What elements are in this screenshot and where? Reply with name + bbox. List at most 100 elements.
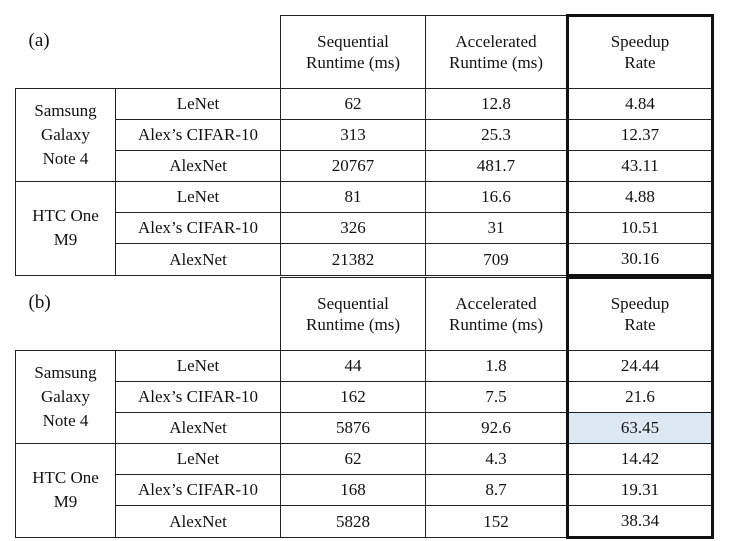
cell-text: 38.34 [620, 511, 660, 530]
speedup-rate-cell: 4.84 [566, 87, 714, 120]
header-sequential-runtime: Sequential Runtime (ms) [280, 277, 426, 351]
table-label: (a) [16, 16, 281, 89]
table-row: Alex’s CIFAR-10 313 25.3 12.37 [16, 118, 714, 151]
model-name-cell: Alex’s CIFAR-10 [115, 380, 281, 413]
cell-text: HTC One M9 [32, 206, 99, 249]
model-name-cell: LeNet [115, 349, 281, 382]
sequential-runtime-cell: 168 [280, 473, 426, 506]
speedup-rate-cell: 4.88 [566, 180, 714, 213]
sequential-runtime-cell: 162 [280, 380, 426, 413]
cell-text: 62 [344, 94, 362, 113]
cell-text: 5828 [336, 511, 370, 531]
header-row: (a) Sequential Runtime (ms) Accelerated Runt… [16, 14, 714, 89]
cell-text: 1.8 [485, 356, 507, 375]
cell-text: 24.44 [620, 356, 660, 375]
table-row: Samsung Galaxy Note 4 LeNet 44 1.8 24.44 [15, 349, 714, 444]
cell-text: 30.16 [620, 249, 660, 268]
sequential-runtime-cell: 5876 [280, 411, 426, 444]
cell-text: 14.42 [620, 449, 660, 468]
sequential-runtime-cell: 21382 [280, 242, 426, 276]
cell-text: 4.88 [625, 187, 655, 206]
cell-text: 4.3 [485, 449, 507, 468]
cell-text: LeNet [176, 94, 220, 113]
cell-text: 313 [340, 125, 366, 144]
cell-text: Sequential Runtime (ms) [306, 31, 400, 72]
accelerated-runtime-cell: 12.8 [425, 87, 568, 120]
accelerated-runtime-cell: 25.3 [425, 118, 568, 151]
cell-text: 62 [344, 449, 362, 468]
speedup-rate-cell: 43.11 [566, 149, 714, 182]
cell-text: 10.51 [620, 218, 660, 237]
table-row: AlexNet 21382 709 30.16 [16, 242, 714, 277]
cell-text: 8.7 [485, 480, 507, 499]
cell-text: Samsung Galaxy Note 4 [34, 100, 97, 168]
sequential-runtime-cell: 5828 [280, 504, 426, 538]
cell-text: 162 [340, 387, 366, 406]
sequential-runtime-cell: 81 [280, 180, 426, 213]
table-row: AlexNet 5828 152 38.34 [16, 504, 714, 539]
accelerated-runtime-cell: 4.3 [425, 442, 568, 475]
cell-text: 4.84 [625, 94, 655, 113]
speedup-rate-cell: 10.51 [566, 211, 714, 244]
cell-text: 44 [344, 356, 362, 375]
runtime-table-b: (b) Sequential Runtime (ms) Accelerated Runt… [15, 276, 714, 539]
cell-text: AlexNet [169, 418, 227, 437]
cell-text: Sequential Runtime (ms) [306, 293, 400, 334]
accelerated-runtime-cell: 152 [425, 504, 568, 538]
cell-text: 16.6 [481, 187, 511, 206]
table-label-text: (a) [28, 29, 50, 51]
sequential-runtime-cell: 44 [280, 349, 426, 382]
model-name-cell: Alex’s CIFAR-10 [115, 118, 281, 151]
cell-text: HTC One M9 [32, 468, 99, 511]
cell-text: 19.31 [620, 480, 660, 499]
sequential-runtime-cell: 62 [280, 87, 426, 120]
header-accelerated-runtime: Accelerated Runtime (ms) [425, 277, 568, 351]
table-row: Alex’s CIFAR-10 168 8.7 19.31 [16, 473, 714, 506]
speedup-rate-cell: 24.44 [566, 349, 714, 382]
sequential-runtime-cell: 313 [280, 118, 426, 151]
cell-text: 7.5 [485, 387, 507, 406]
cell-text: 21.6 [625, 387, 655, 406]
table-row: Alex’s CIFAR-10 326 31 10.51 [16, 211, 714, 244]
sequential-runtime-cell: 20767 [280, 149, 426, 182]
device-name-cell: Samsung Galaxy Note 4 [15, 87, 116, 182]
table-label: (b) [16, 278, 281, 351]
table-row: AlexNet 5876 92.6 63.45 [16, 411, 714, 444]
header-speedup-rate: Speedup Rate [566, 276, 714, 351]
cell-text: AlexNet [169, 156, 227, 175]
model-name-cell: Alex’s CIFAR-10 [115, 211, 281, 244]
table-row: HTC One M9 LeNet 81 16.6 4.88 [15, 180, 714, 276]
cell-text: 152 [483, 511, 509, 531]
cell-text: LeNet [176, 449, 220, 468]
model-name-cell: AlexNet [115, 242, 281, 276]
model-name-cell: AlexNet [115, 504, 281, 538]
model-name-cell: AlexNet [115, 411, 281, 444]
speedup-rate-cell: 38.34 [566, 504, 714, 539]
accelerated-runtime-cell: 16.6 [425, 180, 568, 213]
cell-text: 21382 [331, 249, 375, 269]
cell-text: 92.6 [481, 418, 511, 437]
cell-text: 481.7 [476, 156, 516, 175]
cell-text: Accelerated Runtime (ms) [449, 293, 543, 334]
speedup-rate-cell: 63.45 [566, 411, 714, 444]
cell-text: 43.11 [621, 156, 659, 175]
speedup-rate-cell: 21.6 [566, 380, 714, 413]
header-sequential-runtime: Sequential Runtime (ms) [280, 15, 426, 89]
table-row: AlexNet 20767 481.7 43.11 [16, 149, 714, 182]
cell-text: 709 [483, 249, 509, 269]
cell-text: Samsung Galaxy Note 4 [34, 362, 97, 430]
model-name-cell: LeNet [115, 87, 281, 120]
table-row: Alex’s CIFAR-10 162 7.5 21.6 [16, 380, 714, 413]
speedup-rate-cell: 19.31 [566, 473, 714, 506]
sequential-runtime-cell: 62 [280, 442, 426, 475]
accelerated-runtime-cell: 8.7 [425, 473, 568, 506]
device-name-cell: Samsung Galaxy Note 4 [15, 349, 116, 444]
cell-text: 63.45 [620, 418, 660, 437]
cell-text: 12.8 [481, 94, 511, 113]
cell-text: LeNet [176, 356, 220, 375]
cell-text: 31 [487, 218, 505, 237]
cell-text: 25.3 [481, 125, 511, 144]
cell-text: Speedup Rate [610, 294, 670, 335]
accelerated-runtime-cell: 7.5 [425, 380, 568, 413]
cell-text: LeNet [176, 187, 220, 206]
